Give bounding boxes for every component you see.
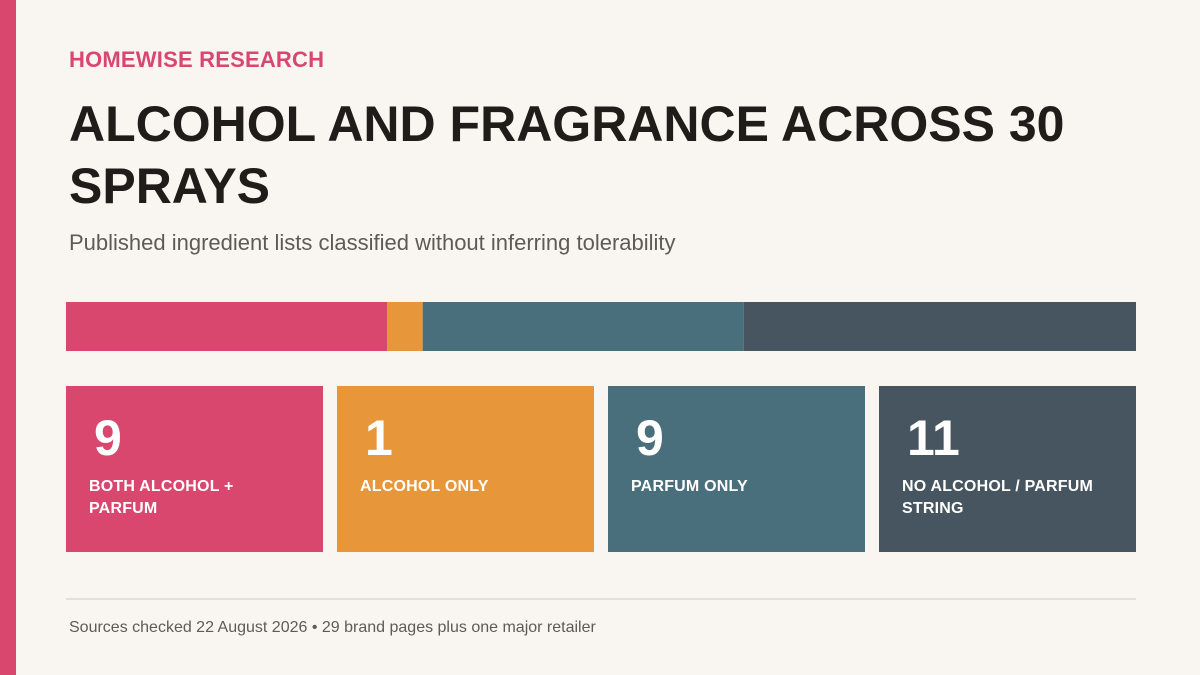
stat-card-neither: 11 NO ALCOHOL / PARFUM STRING xyxy=(879,386,1136,552)
stat-cards: 9 BOTH ALCOHOL + PARFUM 1 ALCOHOL ONLY 9… xyxy=(66,386,1136,552)
stat-card-label: BOTH ALCOHOL + PARFUM xyxy=(89,478,234,517)
page-subtitle: Published ingredient lists classified wi… xyxy=(69,230,676,255)
bar-segment-neither xyxy=(743,302,1136,351)
stat-card-value: 9 xyxy=(94,410,122,466)
stat-card-value: 9 xyxy=(636,410,664,466)
kicker-label: HOMEWISE RESEARCH xyxy=(69,47,325,72)
divider xyxy=(66,598,1136,600)
page-title: ALCOHOL AND FRAGRANCE ACROSS 30 SPRAYS xyxy=(69,96,1065,214)
stat-card-label: NO ALCOHOL / PARFUM STRING xyxy=(902,478,1094,517)
stacked-bar-chart xyxy=(66,302,1136,351)
stat-card-parfum-only: 9 PARFUM ONLY xyxy=(608,386,865,552)
stat-card-label: PARFUM ONLY xyxy=(631,478,748,495)
stat-card-value: 1 xyxy=(365,410,393,466)
bar-segment-parfum-only xyxy=(422,302,744,351)
bar-segment-both xyxy=(66,302,387,351)
accent-strip xyxy=(0,0,16,675)
stat-card-alcohol-only: 1 ALCOHOL ONLY xyxy=(337,386,594,552)
source-note: Sources checked 22 August 2026 • 29 bran… xyxy=(69,619,596,636)
stat-card-both: 9 BOTH ALCOHOL + PARFUM xyxy=(66,386,323,552)
stat-card-label: ALCOHOL ONLY xyxy=(360,478,489,495)
bar-segment-alcohol-only xyxy=(387,302,423,351)
stat-card-value: 11 xyxy=(907,410,960,466)
